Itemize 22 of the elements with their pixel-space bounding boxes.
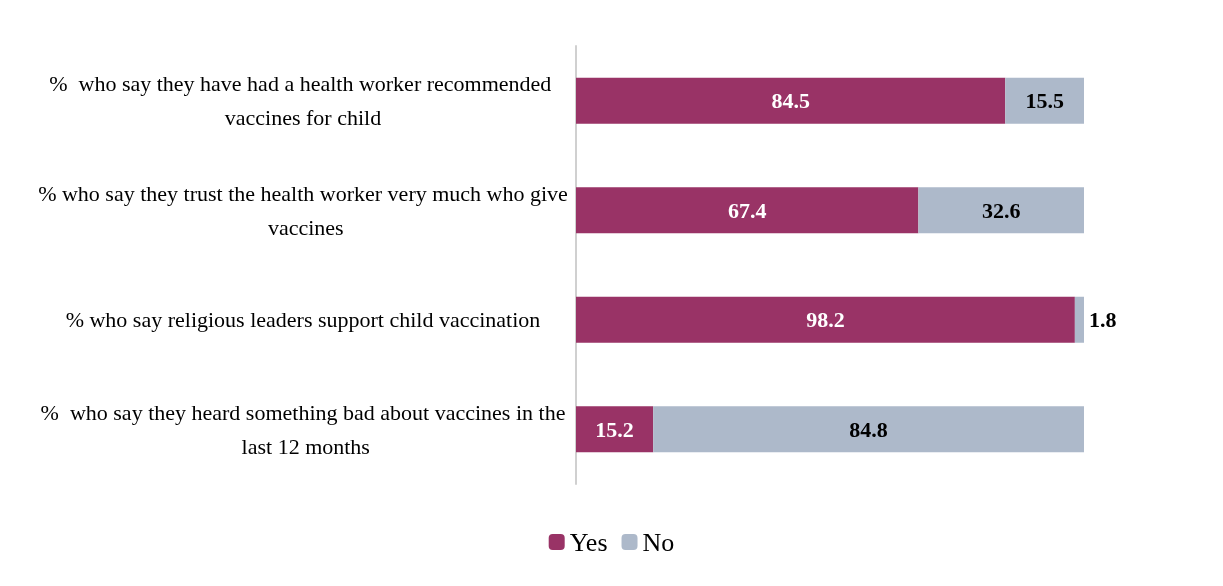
bar <box>918 187 1084 234</box>
data-label: 84.5 <box>771 88 810 114</box>
bar <box>576 187 919 234</box>
y-tick-label: % who say religious leaders support child vaccination <box>65 307 541 333</box>
data-label: 67.4 <box>727 197 767 223</box>
y-tick-label: % who say they trust the health worker very much who give vaccines <box>38 180 568 240</box>
bar <box>576 77 1006 124</box>
y-tick-label: % who say they have had a health worker recommended vaccines for child <box>49 71 557 131</box>
data-label: 84.8 <box>849 416 888 442</box>
data-label: 15.2 <box>595 416 634 442</box>
data-label: 15.5 <box>1025 88 1064 114</box>
bar <box>576 296 1075 343</box>
bar <box>1005 77 1084 124</box>
data-label: 98.2 <box>806 307 845 333</box>
bar <box>1074 296 1084 343</box>
data-label: 1.8 <box>1089 307 1117 333</box>
legend-label: No <box>642 527 675 557</box>
bar <box>653 406 1084 453</box>
data-label: 32.6 <box>981 197 1021 223</box>
y-tick-label: % who say they heard something bad about vaccines in the last 12 months <box>40 399 566 459</box>
legend-label: Yes <box>569 527 608 557</box>
bar <box>576 406 654 453</box>
